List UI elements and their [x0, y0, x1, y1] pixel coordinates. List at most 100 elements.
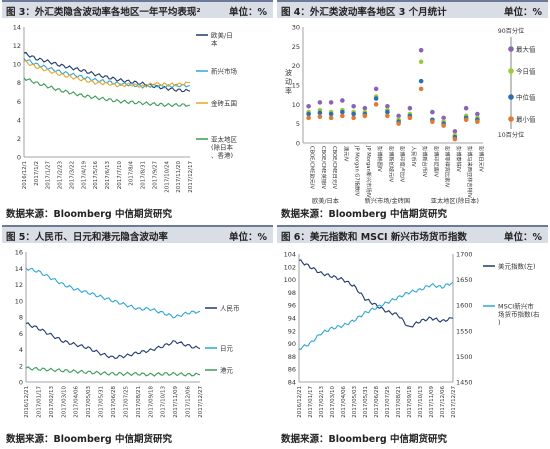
x-tick-label: 2017/09/18 — [407, 386, 413, 418]
data-point — [441, 123, 446, 128]
x-tick-label: 2017/10/13 — [418, 386, 424, 418]
y-tick-label: 6 — [19, 330, 23, 338]
y-tick-label: 104 — [284, 251, 296, 259]
x-tick-label: 2017/03/10 — [61, 386, 67, 418]
chart-panel-fig5: 图 5：人民币、日元和港元隐含波动率 单位：% 0 2 4 6 8 10 12 14 16 201… — [2, 225, 273, 448]
x-tick-label: 2017/11/09 — [173, 386, 179, 418]
x-tick-label: 彭博印尼盾IV — [432, 146, 440, 177]
legend-label: 今日值 — [516, 67, 536, 76]
legend-swatch — [508, 116, 514, 122]
series-line — [23, 77, 191, 108]
panel-source: 数据来源：Bloomberg 中信期货研究 — [281, 209, 447, 220]
y-axis-title: 率 — [285, 86, 292, 95]
x-tick-label: 彭博韩圆IV — [376, 146, 384, 172]
x-tick-label: 2017/08/21 — [136, 386, 142, 418]
legend-label: 最大值 — [516, 45, 536, 54]
legend-label: ) — [498, 319, 501, 327]
data-point — [418, 86, 424, 92]
y-tick-label: 94 — [288, 315, 296, 323]
series-line — [298, 259, 454, 328]
y-right-tick-label: 1650 — [456, 276, 473, 284]
y-tick-label: 0 — [19, 379, 23, 387]
chart-panel-fig4: 图 4：外汇类波动率各地区 3 个月统计 单位：% 0 5 10 15 20 25 30 波动… — [277, 0, 548, 223]
y-tick-label: 102 — [284, 263, 296, 271]
x-tick-label: 彭博日元IV — [477, 146, 485, 172]
legend-swatch — [508, 46, 514, 52]
x-tick-label: CBOE/CME英镑IV — [320, 146, 328, 189]
legend-label: 人民币 — [220, 305, 240, 313]
y-tick-label: 2 — [19, 362, 23, 370]
y-tick-label: 20 — [292, 62, 300, 70]
x-tick-label: 2017/11/20 — [176, 161, 182, 193]
y-tick-label: 88 — [288, 353, 296, 361]
x-tick-label: 2017/4/19 — [81, 161, 87, 190]
data-point — [306, 111, 311, 117]
y-tick-label: 16 — [15, 249, 23, 257]
panel-title: 图 3：外汇类隐含波动率各地区一年平均表现² — [6, 7, 201, 18]
data-point — [306, 115, 311, 121]
y-tick-label: 92 — [288, 327, 296, 335]
x-tick-label: 2017/9/27 — [152, 161, 158, 190]
data-point — [373, 96, 379, 101]
panel-title: 图 5：人民币、日元和港元隐含波动率 — [6, 232, 168, 243]
data-point — [351, 103, 356, 109]
x-tick-label: 2017/08/21 — [396, 386, 402, 418]
y-tick-label: 0 — [296, 140, 300, 148]
x-tick-label: 彭博菲律宾比索IV — [444, 146, 452, 188]
x-tick-label: 2017/02/13 — [319, 386, 325, 418]
y-tick-label: 90 — [288, 340, 296, 348]
data-point — [306, 103, 311, 109]
x-tick-label: JP Morgan新兴市场IV — [365, 145, 373, 198]
x-tick-label: 2017/8/31 — [141, 161, 147, 189]
panel-source: 数据来源：Bloomberg 中信期货研究 — [281, 434, 447, 445]
x-tick-label: 2017/05/31 — [99, 386, 105, 418]
x-tick-label: 2017/11/09 — [429, 386, 435, 418]
y-tick-label: 0 — [17, 154, 21, 162]
legend-label: 欧美/日 — [211, 31, 233, 40]
y-tick-label: 12 — [13, 42, 21, 50]
series-line — [23, 51, 191, 93]
y-tick-label: 4 — [19, 346, 23, 354]
chart-fig5: 0 2 4 6 8 10 12 14 16 2016/12/21 2017/01/17 2017/02… — [15, 249, 240, 418]
panel-header: 图 6：美元指数和 MSCI 新兴市场货币指数 单位：% — [277, 225, 548, 243]
legend-label: 新兴市场 — [211, 67, 238, 76]
y-tick-label: 84 — [288, 379, 296, 387]
chart-fig3: 0 2 4 6 8 10 12 14 2016/12/1 2017/1/2 2017/1/27 201… — [13, 24, 238, 193]
x-tick-label: JP Morgan G7指数IV — [354, 145, 362, 197]
x-tick-label: 2016/12/1 — [22, 161, 28, 189]
panel-unit: 单位：% — [503, 232, 542, 243]
x-tick-label: 2017/12/06 — [440, 386, 446, 418]
x-group-label: 欧美/日本 — [312, 197, 339, 205]
y-axis-title: 波 — [285, 68, 292, 77]
x-tick-label: 2017/5/16 — [93, 161, 99, 190]
y-tick-label: 10 — [15, 297, 23, 305]
series-line — [23, 60, 191, 88]
data-point — [475, 111, 480, 117]
data-point — [385, 113, 390, 119]
x-tick-label: 2017/05/03 — [86, 386, 92, 418]
y-tick-label: 10 — [13, 61, 21, 69]
data-point — [407, 115, 413, 121]
legend-label: MSCI新兴市 — [498, 302, 534, 311]
legend-label: 美元指数(左) — [498, 262, 536, 271]
data-point — [463, 105, 469, 111]
x-tick-label: 2017/05/31 — [363, 386, 369, 418]
legend-label: 日元 — [220, 345, 234, 353]
data-point — [385, 109, 390, 115]
data-point — [317, 114, 323, 120]
x-tick-label: 2017/12/17 — [188, 161, 194, 193]
y-tick-label: 15 — [292, 82, 300, 90]
panel-title: 图 4：外汇类波动率各地区 3 个月统计 — [281, 7, 447, 18]
x-tick-label: 2017/03/10 — [330, 386, 336, 418]
data-point — [362, 113, 368, 119]
x-tick-label: 彭博新加坡元IV — [387, 146, 395, 183]
data-point — [396, 113, 401, 119]
legend-title-bottom: 10百分位 — [498, 131, 524, 139]
panel-header: 图 5：人民币、日元和港元隐含波动率 单位：% — [2, 225, 273, 243]
x-tick-label: 人民币IV — [410, 146, 417, 167]
x-tick-label: 2017/01/17 — [36, 386, 42, 418]
y-right-tick-label: 1550 — [456, 327, 473, 335]
x-tick-label: 2017/07/25 — [385, 386, 391, 418]
legend-label: 中位值 — [516, 93, 536, 102]
data-point — [463, 117, 469, 123]
